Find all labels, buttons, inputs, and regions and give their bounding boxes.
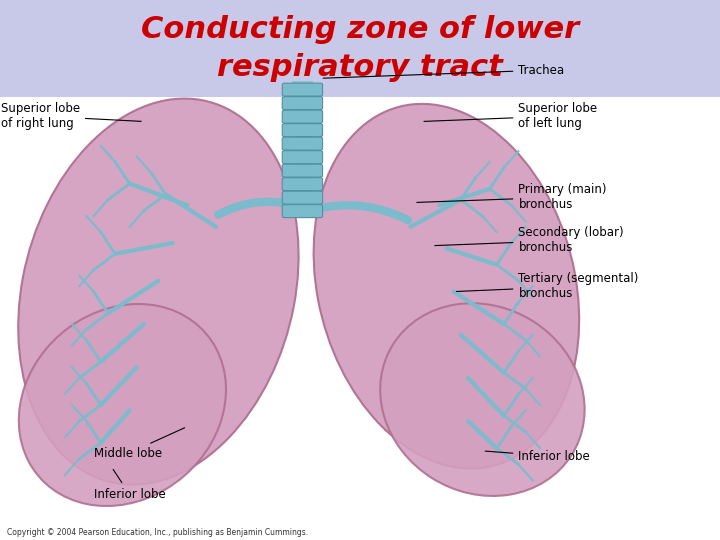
FancyBboxPatch shape [282, 124, 323, 137]
Text: Secondary (lobar)
bronchus: Secondary (lobar) bronchus [435, 226, 624, 254]
FancyBboxPatch shape [282, 151, 323, 164]
Text: Superior lobe
of right lung: Superior lobe of right lung [1, 102, 141, 130]
Text: Inferior lobe: Inferior lobe [94, 469, 166, 501]
Ellipse shape [18, 99, 299, 484]
Text: Middle lobe: Middle lobe [94, 428, 184, 460]
Text: Trachea: Trachea [323, 64, 564, 78]
FancyBboxPatch shape [0, 0, 720, 97]
Ellipse shape [380, 303, 585, 496]
Text: Primary (main)
bronchus: Primary (main) bronchus [417, 183, 607, 211]
FancyBboxPatch shape [282, 97, 323, 110]
FancyBboxPatch shape [282, 110, 323, 123]
FancyBboxPatch shape [292, 81, 313, 216]
Text: Copyright © 2004 Pearson Education, Inc., publishing as Benjamin Cummings.: Copyright © 2004 Pearson Education, Inc.… [7, 528, 308, 537]
FancyBboxPatch shape [282, 164, 323, 177]
FancyBboxPatch shape [282, 178, 323, 191]
FancyBboxPatch shape [0, 97, 720, 540]
Text: Superior lobe
of left lung: Superior lobe of left lung [424, 102, 598, 130]
Text: Inferior lobe: Inferior lobe [485, 450, 590, 463]
FancyBboxPatch shape [282, 137, 323, 150]
Text: Conducting zone of lower: Conducting zone of lower [141, 15, 579, 44]
Text: Tertiary (segmental)
bronchus: Tertiary (segmental) bronchus [456, 272, 639, 300]
FancyBboxPatch shape [282, 83, 323, 96]
FancyBboxPatch shape [282, 205, 323, 218]
Ellipse shape [19, 304, 226, 506]
FancyBboxPatch shape [282, 191, 323, 204]
Text: respiratory tract: respiratory tract [217, 53, 503, 82]
Ellipse shape [314, 104, 579, 469]
